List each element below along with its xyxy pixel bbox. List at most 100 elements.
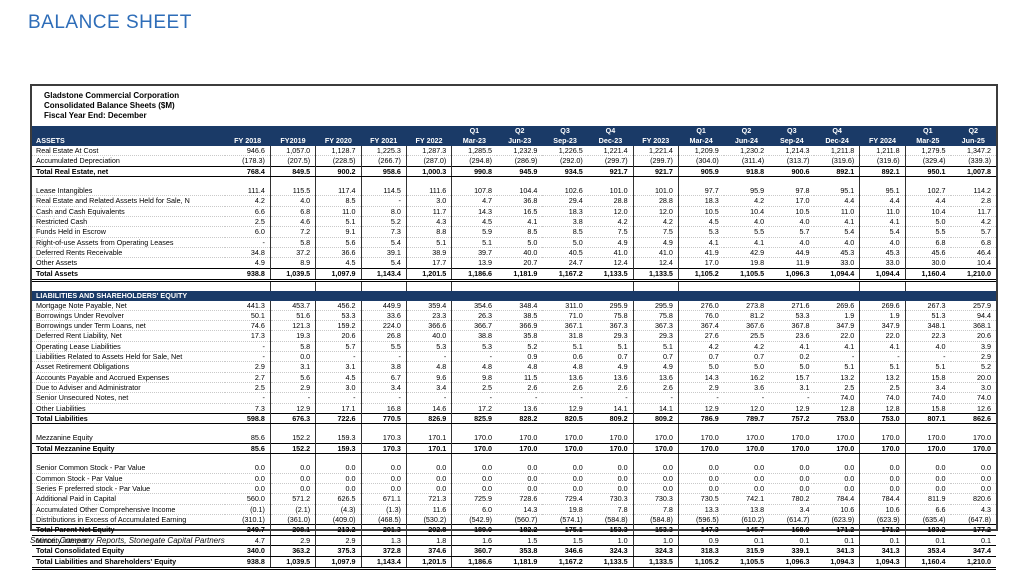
value-cell: 170.0 xyxy=(950,442,996,455)
value-cell: 374.6 xyxy=(405,545,452,557)
value-cell xyxy=(451,176,498,187)
value-cell: 29.4 xyxy=(542,195,588,207)
value-cell: 11.6 xyxy=(405,504,452,515)
value-cell: 20.6 xyxy=(315,330,362,342)
value-cell: 5.5 xyxy=(723,226,770,238)
value-cell xyxy=(405,423,452,434)
period-column-header: FY 2020 xyxy=(315,136,362,146)
table-row: Total Mezzanine Equity 85.6 152.2 159.3 170.… xyxy=(32,442,996,455)
value-cell: 114.5 xyxy=(360,186,407,197)
value-cell: 0.0 xyxy=(904,483,951,495)
value-cell: 4.2 xyxy=(677,341,724,353)
value-cell: 0.0 xyxy=(225,463,271,474)
value-cell: 560.0 xyxy=(225,493,271,505)
value-cell: 15.7 xyxy=(769,372,815,383)
value-cell: 4.9 xyxy=(225,257,271,269)
value-cell: 97.8 xyxy=(769,186,815,197)
value-cell: 5.2 xyxy=(497,341,543,353)
value-cell: 753.0 xyxy=(814,412,860,425)
value-cell: 359.4 xyxy=(405,300,452,311)
table-row: Additional Paid in Capital 560.0 571.2 626.… xyxy=(32,493,996,505)
value-cell: (329.4) xyxy=(904,155,951,167)
value-cell: 811.9 xyxy=(904,493,951,505)
value-cell: 7.5 xyxy=(632,226,679,238)
table-row: Accounts Payable and Accrued Expenses 2.7… xyxy=(32,372,996,383)
value-cell: 30.0 xyxy=(904,257,951,269)
value-cell: 35.8 xyxy=(497,330,543,342)
value-cell: 16.8 xyxy=(360,403,407,414)
value-cell: 1,133.5 xyxy=(587,555,634,570)
value-cell: 1,167.2 xyxy=(542,267,588,282)
value-cell: 175.1 xyxy=(542,524,588,536)
value-cell xyxy=(360,280,407,291)
value-cell: 3.4 xyxy=(769,504,815,515)
value-cell: 3.9 xyxy=(950,341,996,353)
value-cell xyxy=(859,423,906,434)
value-cell xyxy=(225,454,270,464)
value-cell: 1,039.5 xyxy=(269,267,316,282)
value-cell: 295.9 xyxy=(587,300,634,311)
value-cell: 2.7 xyxy=(225,372,271,383)
value-cell: 10.4 xyxy=(950,257,996,269)
value-cell: 2.9 xyxy=(269,382,316,394)
value-cell: 5.7 xyxy=(950,226,996,238)
value-cell: 366.7 xyxy=(451,320,498,332)
value-cell xyxy=(632,280,679,291)
value-cell: (614.7) xyxy=(769,514,815,526)
value-cell: 0.0 xyxy=(315,463,362,474)
value-cell: 46.4 xyxy=(950,247,996,259)
value-cell: 170.3 xyxy=(360,442,407,455)
value-cell: 28.8 xyxy=(587,195,634,207)
value-cell: 945.9 xyxy=(497,165,543,178)
value-cell: 5.0 xyxy=(677,361,724,373)
value-cell: 4.1 xyxy=(814,216,860,228)
value-cell: 0.0 xyxy=(769,483,815,495)
value-cell: 5.3 xyxy=(677,226,724,238)
row-label: Other Assets xyxy=(32,257,225,269)
balance-sheet-table: ASSETS Q1 Q2 Q3 Q4 Q1 Q2 Q3 Q4 Q1 Q2 FY 2018 FY2019 F… xyxy=(32,126,996,570)
value-cell: 1,230.2 xyxy=(723,146,770,157)
value-cell: 757.2 xyxy=(769,412,815,425)
value-cell: 1.0 xyxy=(632,535,679,546)
value-cell: 29.3 xyxy=(587,330,634,342)
value-cell: 12.6 xyxy=(950,403,996,414)
value-cell: 4.0 xyxy=(859,237,906,248)
value-cell: 2.9 xyxy=(269,535,316,546)
value-cell: 33.0 xyxy=(859,257,906,269)
value-cell: 1,096.3 xyxy=(769,267,815,282)
table-row: Deferred Rent Liability, Net 17.3 19.3 20.6… xyxy=(32,330,996,342)
row-label: Series F preferred stock - Par Value xyxy=(32,483,225,495)
value-cell: 0.1 xyxy=(814,535,860,546)
period-column-header: Jun-25 xyxy=(950,136,996,146)
value-cell: 170.0 xyxy=(769,442,815,455)
value-cell: 0.0 xyxy=(497,463,543,474)
value-cell: 4.4 xyxy=(904,195,951,207)
value-cell: 1,225.3 xyxy=(360,146,407,157)
value-cell: 12.0 xyxy=(587,206,634,218)
period-column-header: FY 2024 xyxy=(859,136,906,146)
value-cell: (623.9) xyxy=(814,514,860,526)
value-cell xyxy=(315,176,362,187)
value-cell: 598.8 xyxy=(225,412,271,425)
value-cell: (319.6) xyxy=(859,155,906,167)
value-cell: (623.9) xyxy=(859,514,906,526)
value-cell: 4.3 xyxy=(950,504,996,515)
row-label: Senior Common Stock - Par Value xyxy=(32,463,225,474)
row-label: Other Liabilities xyxy=(32,403,225,414)
value-cell: (299.7) xyxy=(587,155,634,167)
value-cell: - xyxy=(542,392,588,404)
value-cell: 201.3 xyxy=(360,524,407,536)
value-cell: 2.9 xyxy=(677,382,724,394)
period-column-header: FY 2022 xyxy=(406,136,452,146)
row-label: Operating Lease Liabilities xyxy=(32,341,225,353)
value-cell: 1,057.0 xyxy=(269,146,316,157)
value-cell xyxy=(360,176,407,187)
value-cell: 153.3 xyxy=(587,524,634,536)
row-label: Right-of-use Assets from Operating Lease… xyxy=(32,237,225,248)
value-cell: 14.6 xyxy=(405,403,452,414)
value-cell: 0.0 xyxy=(723,483,770,495)
value-cell: 905.9 xyxy=(677,165,724,178)
value-cell: 13.6 xyxy=(497,403,543,414)
value-cell: 5.6 xyxy=(269,372,316,383)
table-row: Distributions in Excess of Accumulated E… xyxy=(32,514,996,526)
